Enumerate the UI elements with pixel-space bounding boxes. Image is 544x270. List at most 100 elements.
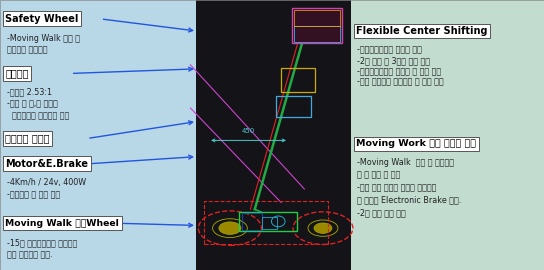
Bar [0,265,196,268]
Bar [0,266,196,269]
Bar [0,267,196,269]
Bar [0,266,196,268]
Bar [0,265,196,268]
Bar [0,266,196,268]
Text: -15도 경사로에서도 미끄러짐
없이 안전하게 정지.: -15도 경사로에서도 미끄러짐 없이 안전하게 정지. [7,238,77,259]
Bar [196,0,351,270]
Bar [0,265,196,268]
Bar [0,265,196,268]
Bar [0,265,196,268]
Bar [0,266,196,269]
Bar [0,266,196,269]
Bar [0,266,196,268]
Bar [239,212,296,231]
Bar [0,266,196,269]
Bar [0,266,196,269]
Bar [0,266,196,269]
Bar [0,267,196,269]
Bar [0,267,196,270]
Bar [281,68,315,92]
Text: -Moving Walk  진입 시 자동정지
할 수 있는 원 장착
-전력 단절 시에도 바퀴가 미끄러지
지 않도록 Electronic Brake 장: -Moving Walk 진입 시 자동정지 할 수 있는 원 장착 -전력 단… [357,158,462,217]
Bar [0,267,196,270]
Bar [0,266,196,269]
Bar [0,266,196,269]
Text: Flexible Center Shifting: Flexible Center Shifting [356,26,488,36]
Bar [0,267,196,270]
Text: -무게중심이동이 가능한 구조: -무게중심이동이 가능한 구조 [357,45,422,54]
Bar [0,266,196,269]
Bar [276,96,311,117]
Bar [0,266,196,269]
Bar [0,265,196,268]
Bar [0,267,196,269]
Text: Motor&E.Brake: Motor&E.Brake [5,159,89,169]
Bar [0,267,196,270]
Text: 각도조절 구심점: 각도조절 구심점 [5,133,50,144]
Bar [0,266,196,269]
Bar [0,265,196,268]
Text: 자동장치: 자동장치 [5,68,29,79]
Bar [0,266,196,269]
Bar [0,266,196,269]
Text: Moving Work 이용 가능한 구조: Moving Work 이용 가능한 구조 [356,139,477,148]
Bar [0,267,196,269]
Text: 450: 450 [242,128,255,134]
Bar [294,10,340,26]
Bar [0,267,196,269]
Bar [0,266,196,268]
Bar [0,267,196,270]
Bar [0,266,196,269]
Bar [0,265,196,267]
Bar [0,265,196,268]
Text: Safety Wheel: Safety Wheel [5,14,79,24]
Bar [0,266,196,269]
Bar [242,213,262,230]
Bar [0,265,196,268]
Bar [0,265,196,268]
Bar [0,266,196,268]
Bar [0,265,196,268]
Bar [0,265,196,268]
Bar [0,266,196,269]
Bar [0,266,196,269]
Bar [0,265,196,268]
Bar [0,265,196,267]
Bar [0,265,196,268]
Bar [0,267,196,269]
Bar [0,266,196,269]
Bar [0,267,196,269]
Bar [0,265,196,268]
Bar [294,26,340,42]
Bar [203,201,327,244]
Text: -Moving Walk 하강 시
자세제어 보조장치: -Moving Walk 하강 시 자세제어 보조장치 [7,34,79,55]
Bar [0,267,196,270]
Bar [0,265,196,268]
Bar [0,265,196,268]
Bar [0,265,196,268]
Bar [0,266,196,269]
Bar [0,267,196,269]
Bar [0,265,196,268]
Bar [0,266,196,268]
Bar [0,266,196,269]
Bar [0,265,196,268]
Bar [0,265,196,268]
Bar [0,266,196,269]
Bar [0,265,196,268]
Bar [0,266,196,268]
Bar [0,267,196,270]
Bar [292,8,342,43]
Bar [0,266,196,268]
Bar [0,267,196,270]
Bar [0,265,196,268]
Bar [0,0,196,270]
Bar [351,0,544,270]
Bar [262,217,276,229]
Bar [0,266,196,269]
Bar [0,266,196,269]
Bar [0,266,196,269]
Bar [0,266,196,268]
Bar [0,266,196,268]
Bar [0,265,196,268]
Bar [0,265,196,268]
